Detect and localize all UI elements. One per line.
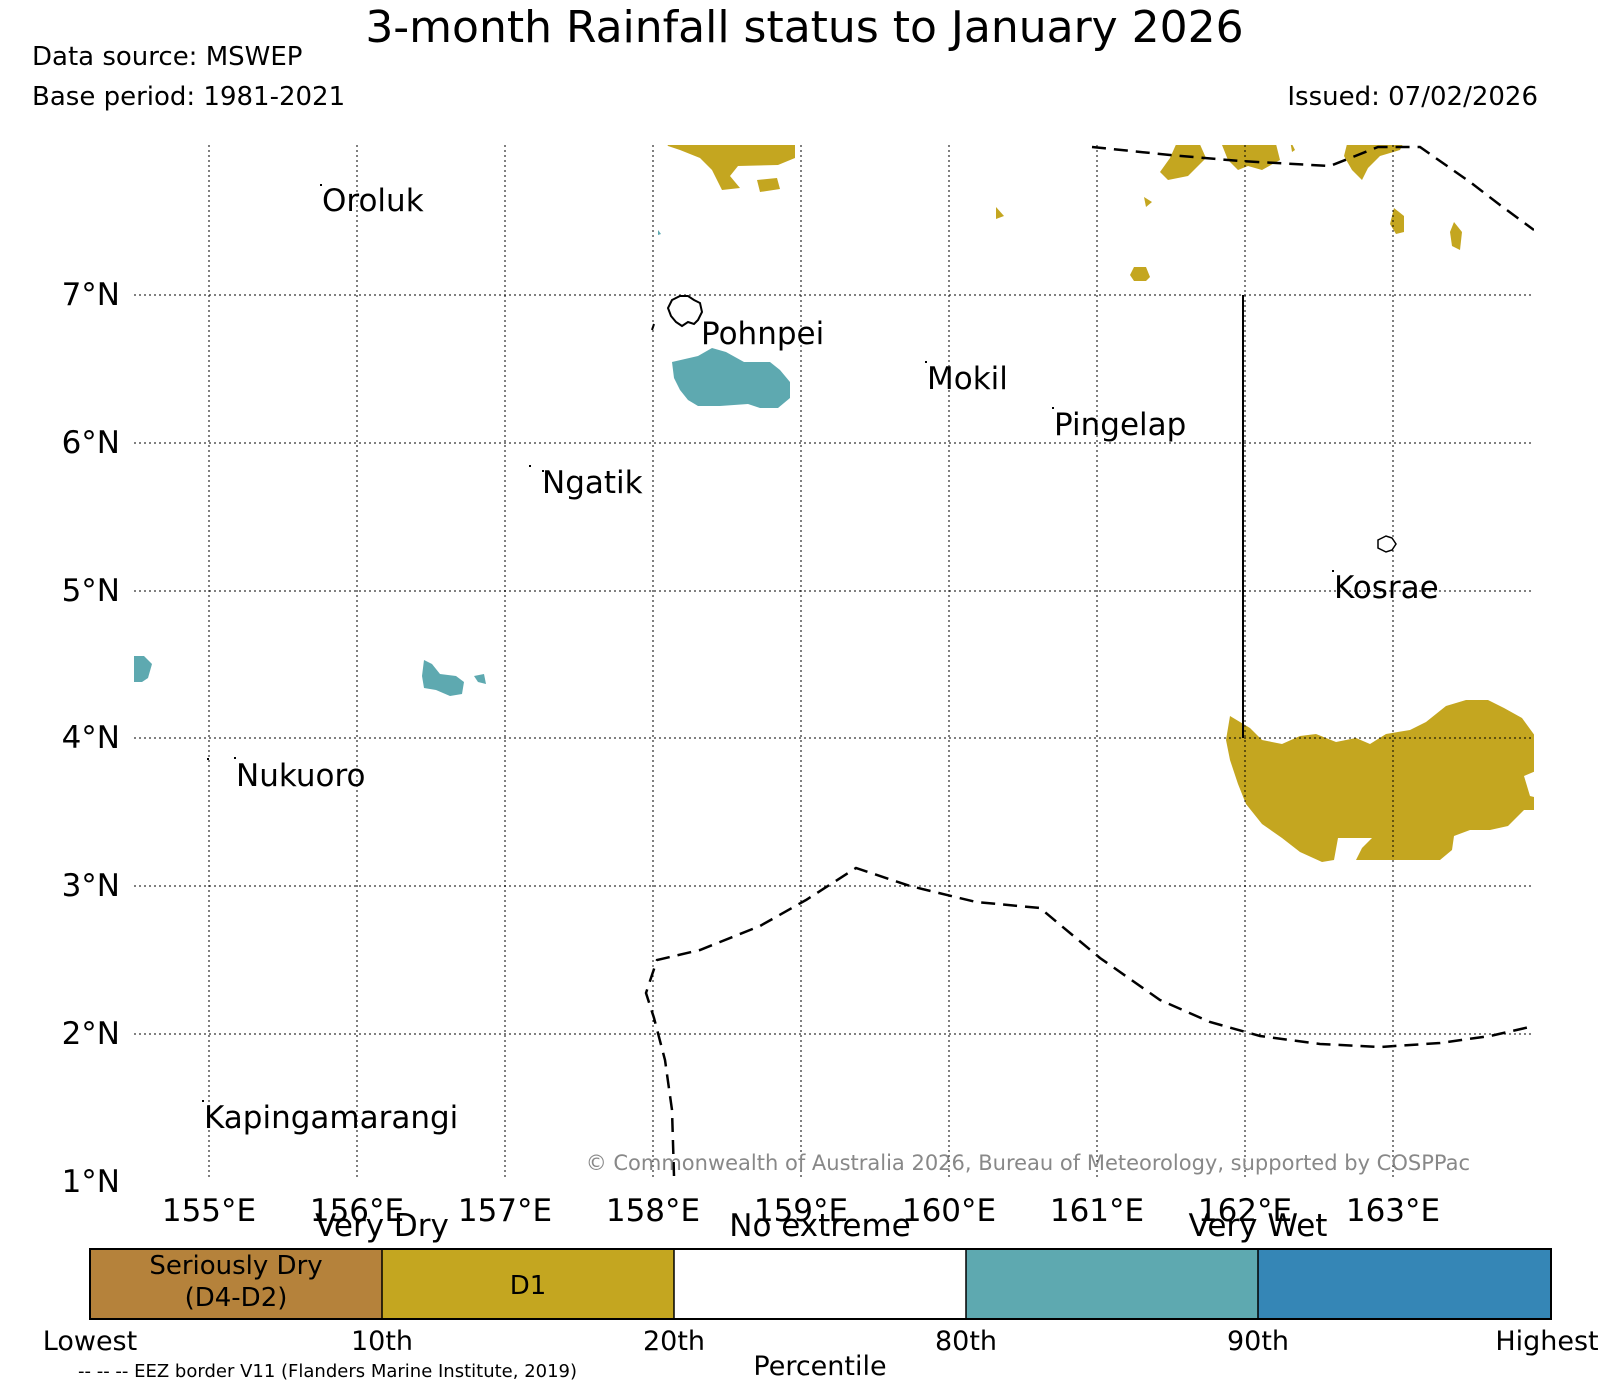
- lon-label-161e: 161°E: [1050, 1193, 1144, 1229]
- legend-group-very-dry: Very Dry: [315, 1208, 449, 1244]
- lon-label-160e: 160°E: [902, 1193, 996, 1229]
- place-label-pohnpei: Pohnpei: [701, 316, 824, 352]
- latitude-labels: 7°N 6°N 5°N 4°N 3°N 2°N 1°N: [62, 277, 120, 1200]
- kosrae-island-outline: [1377, 535, 1397, 553]
- map-title: 3-month Rainfall status to January 2026: [365, 2, 1244, 53]
- legend-box-seriously-dry: [90, 1249, 382, 1319]
- percentile-highest: Highest: [1495, 1326, 1598, 1357]
- base-period-label: Base period: 1981-2021: [32, 82, 346, 112]
- percentile-lowest: Lowest: [43, 1326, 137, 1357]
- dry-region-ne-1: [1160, 145, 1206, 180]
- dry-region-ne-6: [1390, 208, 1404, 234]
- legend-box-wet-80-90: [966, 1249, 1258, 1319]
- lon-label-157e: 157°E: [458, 1193, 552, 1229]
- lat-label-3n: 3°N: [62, 868, 120, 904]
- dry-region-ne-8: [1130, 267, 1150, 281]
- eez-border-north: [1091, 145, 1534, 232]
- percentile-10th: 10th: [351, 1326, 413, 1357]
- lon-label-162e: 162°E: [1198, 1193, 1292, 1229]
- legend-group-labels: Very Dry No extreme Very Wet: [315, 1208, 1327, 1244]
- legend-group-very-wet: Very Wet: [1189, 1208, 1328, 1244]
- lat-label-5n: 5°N: [62, 573, 120, 609]
- longitude-labels: 155°E 156°E 157°E 158°E 159°E 160°E 161°…: [162, 1193, 1440, 1229]
- lon-label-163e: 163°E: [1346, 1193, 1440, 1229]
- percentile-labels: Lowest 10th 20th 80th 90th Highest: [43, 1326, 1599, 1357]
- percentile-80th: 80th: [935, 1326, 997, 1357]
- legend-box-wet-90-plus: [1258, 1249, 1551, 1319]
- legend-colorbar: Seriously Dry (D4-D2) D1: [89, 1248, 1552, 1320]
- kosrae-marker: [1332, 570, 1334, 572]
- wet-region-dot: [658, 230, 661, 235]
- ngatik-marker-2: [542, 470, 544, 472]
- percentile-20th: 20th: [643, 1326, 705, 1357]
- legend-box-d1-label: D1: [510, 1271, 547, 1301]
- lon-label-155e: 155°E: [162, 1193, 256, 1229]
- dry-d1-regions: [667, 145, 1534, 862]
- place-label-nukuoro: Nukuoro: [236, 758, 365, 794]
- nukuoro-marker: [207, 758, 209, 760]
- dry-region-ne-5: [1144, 197, 1152, 207]
- lat-label-4n: 4°N: [62, 720, 120, 756]
- dry-region-ne-3: [1290, 145, 1295, 152]
- lat-label-1n: 1°N: [62, 1164, 120, 1200]
- lat-label-2n: 2°N: [62, 1016, 120, 1052]
- gridlines: [134, 145, 1534, 1177]
- legend-box-seriously-dry-line1: Seriously Dry: [149, 1251, 322, 1281]
- dry-region-north-pohnpei: [667, 145, 795, 190]
- pingelap-marker: [1052, 407, 1054, 409]
- place-label-kosrae: Kosrae: [1334, 570, 1439, 606]
- eez-borders: [644, 145, 1534, 1177]
- lat-label-6n: 6°N: [62, 425, 120, 461]
- nukuoro-marker-2: [234, 757, 236, 759]
- mokil-marker: [925, 361, 927, 363]
- legend-group-no-extreme: No extreme: [729, 1208, 910, 1244]
- copyright-text: © Commonwealth of Australia 2026, Bureau…: [586, 1151, 1470, 1175]
- ant-atoll-outline: [651, 323, 655, 331]
- place-markers: [202, 184, 1334, 1102]
- place-label-ngatik: Ngatik: [542, 465, 643, 501]
- ngatik-marker: [529, 465, 531, 467]
- lon-label-158e: 158°E: [606, 1193, 700, 1229]
- dry-region-kosrae-south: [1226, 700, 1534, 862]
- dry-region-small: [757, 178, 780, 192]
- wet-region-west-edge: [134, 656, 152, 682]
- pohnpei-island-outline: [666, 295, 704, 328]
- data-source-label: Data source: MSWEP: [32, 42, 303, 72]
- dry-region-ne-2: [1222, 145, 1280, 170]
- lat-label-7n: 7°N: [62, 277, 120, 313]
- issued-date-label: Issued: 07/02/2026: [1287, 82, 1538, 112]
- wet-region-pohnpei-south: [672, 348, 790, 408]
- wet-region-central-west: [422, 660, 464, 696]
- place-label-mokil: Mokil: [927, 361, 1008, 397]
- legend-box-seriously-dry-line2: (D4-D2): [185, 1283, 288, 1313]
- dry-region-ne-7: [1450, 222, 1462, 250]
- dry-region-dot: [996, 207, 1004, 219]
- lon-label-159e: 159°E: [754, 1193, 848, 1229]
- legend-box-d1: [382, 1249, 674, 1319]
- wet-region-small: [474, 674, 486, 684]
- wet-regions: [134, 230, 790, 696]
- place-label-oroluk: Oroluk: [322, 183, 424, 219]
- lon-label-156e: 156°E: [310, 1193, 404, 1229]
- place-labels: Oroluk Pohnpei Mokil Pingelap Ngatik Kos…: [204, 183, 1439, 1136]
- percentile-90th: 90th: [1227, 1326, 1289, 1357]
- legend-box-no-extreme: [674, 1249, 966, 1319]
- percentile-axis-label: Percentile: [753, 1351, 886, 1380]
- oroluk-marker: [320, 184, 322, 186]
- place-label-pingelap: Pingelap: [1054, 407, 1186, 443]
- eez-border-south: [644, 866, 1534, 1177]
- eez-border-note: -- -- -- EEZ border V11 (Flanders Marine…: [78, 1361, 577, 1380]
- place-label-kapingamarangi: Kapingamarangi: [204, 1100, 458, 1136]
- kapingamarangi-marker: [202, 1100, 204, 1102]
